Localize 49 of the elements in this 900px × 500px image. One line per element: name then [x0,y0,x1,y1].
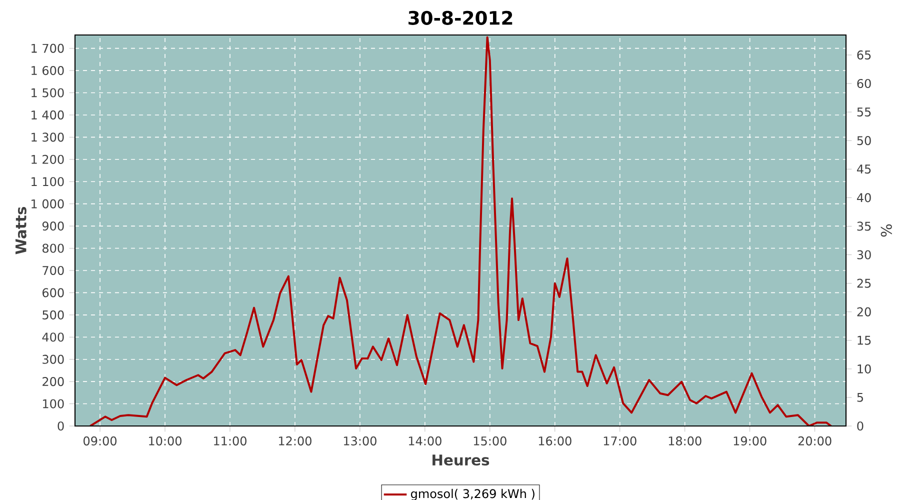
x-tick-label: 11:00 [214,436,246,446]
y2-tick-label: 40 [856,193,871,202]
y2-tick-label: 50 [857,136,871,146]
x-tick-label: 14:00 [408,436,442,446]
x-tick-label: 09:00 [84,436,117,446]
y2-tick-label: 20 [857,307,871,316]
x-tick-label: 13:00 [344,436,376,446]
chart-title: 30-8-2012 [408,10,512,25]
y-tick-label: 200 [42,377,64,386]
line-series [89,36,832,426]
y-tick-label: 100 [43,399,64,408]
y2-tick-label: 45 [856,164,871,174]
y2-tick-label: 0 [857,421,864,431]
y2-tick-label: 15 [858,336,871,345]
y2-tick-label: 65 [857,50,871,60]
x-axis-title: Heures [432,454,490,466]
y2-tick-label: 60 [857,78,871,88]
y-tick-label: 800 [42,244,64,253]
y-tick-label: 400 [42,332,64,342]
y2-tick-label: 30 [857,250,871,260]
y-tick-label: 1 600 [32,66,64,76]
y-tick-label: 1 500 [32,88,64,98]
y-tick-label: 1 700 [32,44,64,53]
y-tick-label: 1 000 [32,199,64,208]
x-tick-label: 16:00 [538,436,572,446]
y2-tick-label: 5 [857,393,863,402]
y2-tick-label: 55 [857,108,871,117]
y-tick-label: 1 400 [32,110,64,120]
y2-tick-label: 25 [857,278,871,288]
x-tick-label: 20:00 [798,436,832,446]
y-tick-label: 1 200 [32,154,64,164]
x-tick-label: 18:00 [668,436,702,446]
x-tick-label: 19:00 [734,436,766,446]
y-tick-label: 0 [58,421,64,431]
y2-tick-label: 10 [858,364,871,374]
y-tick-label: 500 [42,310,64,320]
x-tick-label: 17:00 [604,436,636,446]
y-tick-label: 600 [42,288,64,298]
x-tick-label: 10:00 [149,436,182,446]
y-tick-label: 1 100 [32,177,64,186]
x-tick-label: 12:00 [278,436,312,446]
y-tick-label: 700 [42,266,64,276]
y-tick-label: 900 [42,222,64,231]
y-axis-title: Watts [16,207,26,254]
y-tick-label: 1 300 [32,132,64,142]
y2-axis-title: % [880,224,892,237]
x-tick-label: 15:00 [474,436,506,446]
y-tick-label: 300 [42,354,64,364]
y2-tick-label: 35 [857,222,871,231]
